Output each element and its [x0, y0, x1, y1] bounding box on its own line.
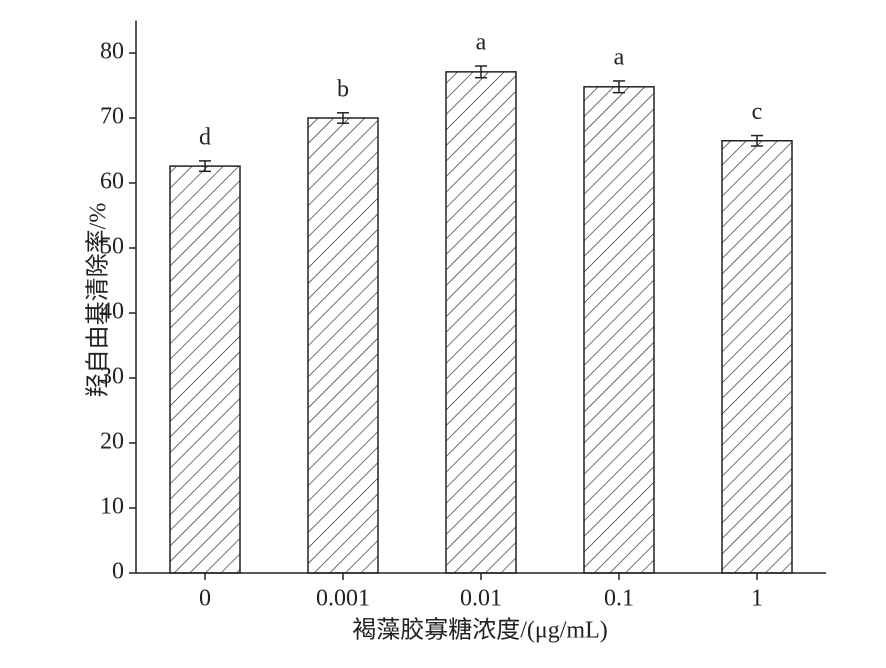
x-axis-label: 褐藻胶寡糖浓度/(μg/mL): [352, 617, 608, 644]
bar: [307, 117, 379, 574]
bar: [445, 71, 517, 574]
y-tick-label: 30: [100, 364, 124, 390]
y-tick-label: 0: [112, 559, 124, 585]
y-tick-label: 60: [100, 169, 124, 195]
error-bar: [475, 65, 487, 79]
significance-label: a: [614, 44, 625, 70]
y-tick-label: 70: [100, 104, 124, 130]
significance-label: a: [476, 30, 487, 56]
x-tick-label: 0.001: [316, 586, 370, 612]
y-tick-label: 40: [100, 299, 124, 325]
x-tick-label: 0.1: [604, 586, 634, 612]
x-tick-label: 0.01: [460, 586, 502, 612]
x-tick-label: 0: [199, 586, 211, 612]
bar: [169, 165, 241, 574]
error-bar: [199, 160, 211, 173]
bar: [721, 140, 793, 574]
bar: [583, 86, 655, 574]
error-bar: [337, 112, 349, 124]
significance-label: b: [337, 76, 349, 102]
error-bar: [751, 134, 763, 147]
y-tick-label: 50: [100, 234, 124, 260]
y-tick-label: 20: [100, 429, 124, 455]
significance-label: c: [752, 99, 763, 125]
y-axis-label: 羟自由基清除率/%: [85, 203, 112, 398]
significance-label: d: [199, 124, 211, 150]
x-tick-label: 1: [751, 586, 763, 612]
y-tick-label: 80: [100, 39, 124, 65]
y-tick-label: 10: [100, 494, 124, 520]
error-bar: [613, 80, 625, 94]
